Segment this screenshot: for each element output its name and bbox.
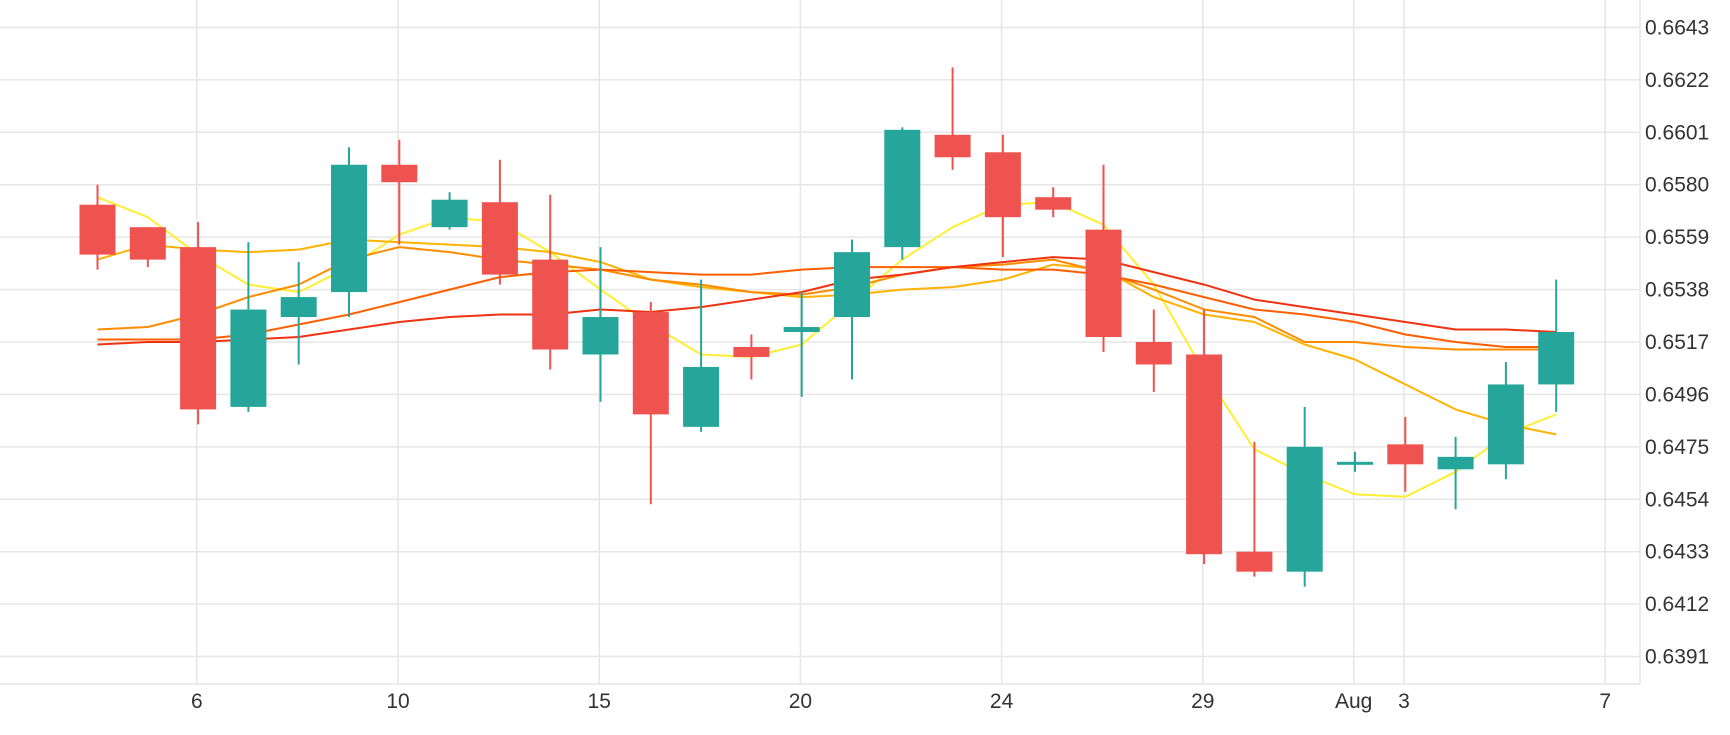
y-tick-label: 0.6538 (1645, 279, 1709, 302)
candle (884, 127, 921, 260)
y-tick-label: 0.6391 (1645, 646, 1709, 669)
candle (1236, 441, 1273, 577)
candle (1538, 279, 1575, 412)
candle-body (683, 366, 720, 427)
candle (1487, 361, 1524, 480)
candle-body (1337, 461, 1373, 465)
moving-average-line (97, 266, 1557, 348)
x-tick-label: 10 (386, 690, 409, 713)
x-tick-label: 20 (789, 690, 812, 713)
x-tick-label: 6 (191, 690, 203, 713)
y-tick-label: 0.6622 (1645, 69, 1709, 92)
y-tick-label: 0.6496 (1645, 383, 1709, 406)
candle (1035, 187, 1072, 218)
candle (1337, 451, 1373, 472)
candle (79, 184, 116, 270)
candle-body (733, 346, 770, 357)
x-tick-label: 29 (1191, 690, 1214, 713)
candle-body (582, 317, 619, 355)
candle-body (1135, 342, 1172, 365)
candle-body (331, 164, 367, 293)
candle-body (1538, 332, 1575, 385)
candle-body (481, 202, 518, 275)
candle (1186, 309, 1223, 565)
y-tick-label: 0.6601 (1645, 121, 1709, 144)
candle-body (984, 152, 1021, 218)
candle-body (1236, 551, 1273, 572)
candle-body (1186, 354, 1223, 555)
y-tick-label: 0.6517 (1645, 331, 1709, 354)
candle (381, 139, 418, 245)
candle-body (431, 199, 468, 228)
moving-average-layer (97, 196, 1557, 498)
candle-body (934, 134, 971, 158)
candle-body (1437, 456, 1474, 470)
candle-body (180, 247, 217, 410)
candle-body (1387, 444, 1424, 465)
candle-layer (79, 67, 1575, 587)
candle-body (783, 327, 820, 333)
candle-body (532, 259, 569, 350)
candle-body (381, 164, 418, 183)
candle-body (230, 309, 267, 407)
y-tick-label: 0.6580 (1645, 174, 1709, 197)
candle (532, 194, 569, 370)
candle (1085, 164, 1122, 352)
y-axis: 0.6643 0.6622 0.6601 0.6580 0.6559 0.6538 0.65… (1645, 16, 1710, 668)
candle (280, 262, 317, 365)
candle (481, 159, 518, 285)
candle (632, 302, 669, 505)
candle-body (79, 204, 116, 255)
candle (230, 242, 267, 412)
candle (733, 334, 770, 380)
candle (1387, 416, 1424, 492)
candle-body (129, 227, 166, 260)
candle (1286, 406, 1323, 587)
candle-body (280, 297, 317, 318)
candle-body (1487, 384, 1524, 465)
candle (129, 227, 166, 268)
candle-body (1035, 197, 1072, 210)
candle-body (1286, 446, 1323, 572)
y-tick-label: 0.6475 (1645, 436, 1709, 459)
candle-body (834, 252, 870, 318)
x-tick-label: 7 (1599, 690, 1611, 713)
y-tick-label: 0.6412 (1645, 593, 1709, 616)
x-axis: 6 10 15 20 24 29 Aug 3 7 (191, 690, 1611, 713)
y-tick-label: 0.6643 (1645, 16, 1709, 39)
candle (1135, 309, 1172, 392)
candle-body (1085, 229, 1122, 338)
candle (783, 292, 820, 397)
moving-average-line (97, 196, 1557, 498)
y-tick-label: 0.6559 (1645, 226, 1709, 249)
candle (582, 247, 619, 402)
candle (984, 134, 1021, 258)
candle (431, 192, 468, 230)
candle-body (632, 312, 669, 415)
y-tick-label: 0.6454 (1645, 488, 1710, 511)
y-tick-label: 0.6433 (1645, 541, 1709, 564)
candle (331, 147, 367, 318)
candle (180, 222, 217, 425)
x-tick-label: 3 (1398, 690, 1410, 713)
candle (834, 239, 870, 380)
x-tick-label: 24 (990, 690, 1014, 713)
x-tick-label: 15 (588, 690, 611, 713)
candle (934, 67, 971, 170)
candle (683, 279, 720, 432)
candle (1437, 436, 1474, 510)
candle-body (884, 129, 921, 248)
x-tick-label: Aug (1335, 690, 1372, 713)
moving-average-line (97, 256, 1557, 346)
